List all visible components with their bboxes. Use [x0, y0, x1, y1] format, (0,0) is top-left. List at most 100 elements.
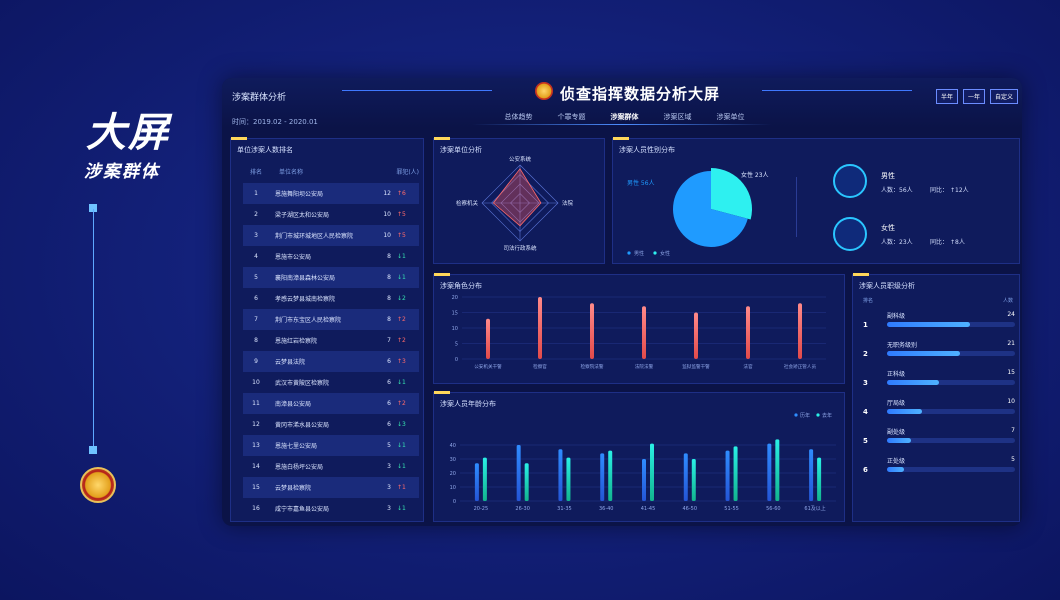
legend-female: 女性: [660, 250, 670, 257]
x-tick-label: 51-55: [724, 506, 739, 512]
table-row[interactable]: 13 恩施七里公安局 5 ↓1: [243, 435, 419, 456]
table-row[interactable]: 8 恩施红岩检察院 7 ↑2: [243, 330, 419, 351]
legend-male: 男性: [634, 250, 644, 257]
role-bar: [694, 312, 698, 359]
table-row[interactable]: 5 襄阳南漳县森林公安局 8 ↓1: [243, 267, 419, 288]
x-tick-label: 36-40: [599, 506, 614, 512]
tab-regions[interactable]: 涉案区域: [663, 113, 692, 121]
row-count: 7: [387, 337, 391, 344]
x-tick-label: 社会矫正管人员: [784, 363, 817, 370]
level-rank: 6: [863, 466, 868, 474]
tab-overall-trend[interactable]: 总体趋势: [504, 113, 533, 121]
table-row[interactable]: 15 云梦县检察院 3 ↑1: [243, 477, 419, 498]
age-bar-series-2: [650, 443, 654, 501]
row-count: 8: [387, 253, 391, 260]
table-row[interactable]: 10 武汉市黄陂区检察院 6 ↓1: [243, 372, 419, 393]
x-tick-label: 61及以上: [804, 505, 825, 512]
level-bar-fill: [887, 438, 912, 443]
level-title: 涉案人员职级分析: [859, 282, 915, 290]
role-bar: [746, 306, 750, 359]
table-row[interactable]: 2 梁子湖区太和公安局 10 ↑5: [243, 204, 419, 225]
role-bar: [486, 318, 490, 359]
level-head-rank: 排名: [863, 298, 874, 304]
male-yoy-text: 12人: [955, 187, 969, 194]
row-count: 3: [387, 463, 391, 470]
x-tick-label: 监狱监警干警: [682, 363, 710, 370]
level-name: 无职务级别: [887, 342, 918, 349]
half-year-button[interactable]: 半年: [935, 89, 958, 104]
tab-crime-topic[interactable]: 个罪专题: [557, 113, 586, 121]
role-bar: [538, 297, 542, 359]
y-tick-label: 15: [452, 311, 458, 317]
male-avatar-icon: [833, 164, 867, 198]
row-rank: 6: [254, 295, 258, 302]
table-row[interactable]: 6 孝感云梦县城南检察院 8 ↓2: [243, 288, 419, 309]
role-bar: [642, 306, 646, 359]
col-unit: 单位名称: [279, 169, 304, 176]
age-bar-series-2: [608, 450, 613, 501]
legend-male-marker: [627, 251, 631, 255]
row-unit: 荆门市城环城地区人民检察院: [275, 233, 354, 240]
legend-female-marker: [653, 251, 657, 255]
row-unit: 恩施红岩检察院: [275, 338, 318, 345]
tab-groups[interactable]: 涉案群体: [610, 113, 639, 121]
row-unit: 恩施白杨坪公安局: [275, 464, 324, 471]
row-change: ↑2: [397, 400, 406, 407]
age-bar-series-2: [566, 457, 571, 501]
age-bar-series-2: [733, 446, 738, 501]
row-rank: 10: [252, 379, 260, 386]
y-tick-label: 20: [450, 471, 456, 477]
female-label: 女性: [881, 224, 895, 232]
row-count: 8: [387, 274, 391, 281]
legend-series-2: 去年: [822, 412, 832, 419]
table-row[interactable]: 11 南漳县公安局 6 ↑2: [243, 393, 419, 414]
row-count: 6: [387, 379, 391, 386]
age-bar-series-1: [558, 449, 563, 501]
table-row[interactable]: 14 恩施白杨坪公安局 3 ↓1: [243, 456, 419, 477]
table-row[interactable]: 12 黄冈市浠水县公安局 6 ↓3: [243, 414, 419, 435]
level-head-count: 人数: [1002, 298, 1013, 304]
table-row[interactable]: 16 咸宁市嘉鱼县公安局 3 ↓1: [243, 498, 419, 519]
role-bar: [590, 303, 594, 359]
table-row[interactable]: 9 云梦县法院 6 ↑3: [243, 351, 419, 372]
row-count: 6: [387, 421, 391, 428]
row-unit: 黄冈市浠水县公安局: [275, 422, 330, 429]
level-rank: 2: [863, 350, 868, 358]
ranking-title: 单位涉案人数排名: [237, 146, 293, 154]
row-change: ↓1: [397, 253, 406, 260]
row-change-value: 1: [402, 505, 406, 512]
x-tick-label: 检察院法警: [581, 363, 604, 370]
custom-range-button[interactable]: 自定义: [989, 89, 1018, 104]
y-tick-label: 30: [450, 457, 456, 463]
level-name: 厅局级: [887, 400, 906, 407]
table-row[interactable]: 4 恩施市公安局 8 ↓1: [243, 246, 419, 267]
tab-units[interactable]: 涉案单位: [716, 113, 745, 121]
col-count: 罪犯(人): [396, 169, 419, 176]
row-unit: 恩施七里公安局: [275, 443, 318, 450]
table-row[interactable]: 7 荆门市东宝区人民检察院 8 ↑2: [243, 309, 419, 330]
header-deco-left: [342, 90, 492, 91]
male-yoy-label: 同比：: [930, 187, 949, 194]
table-row[interactable]: 3 荆门市城环城地区人民检察院 10 ↑5: [243, 225, 419, 246]
row-unit: 梁子湖区太和公安局: [275, 212, 330, 219]
row-rank: 13: [252, 442, 260, 449]
row-rank: 5: [254, 274, 258, 281]
row-rank: 16: [252, 505, 260, 512]
level-rank: 5: [863, 437, 868, 445]
row-rank: 8: [254, 337, 258, 344]
table-row[interactable]: 1 恩施舞阳坝公安局 12 ↑6: [243, 183, 419, 204]
radar-axis-label: 检察机关: [456, 199, 479, 207]
row-change-value: 3: [402, 421, 406, 428]
panel-accent: [434, 273, 450, 276]
row-change-value: 5: [402, 211, 406, 218]
row-rank: 7: [254, 316, 258, 323]
radar-area: [492, 168, 542, 227]
row-unit: 云梦县检察院: [275, 485, 312, 492]
row-rank: 4: [254, 253, 258, 260]
x-tick-label: 41-45: [641, 506, 656, 512]
role-title: 涉案角色分布: [440, 282, 482, 290]
one-year-button[interactable]: 一年: [962, 89, 985, 104]
row-unit: 武汉市黄陂区检察院: [275, 380, 330, 387]
row-change-value: 1: [402, 442, 406, 449]
gender-panel: 涉案人员性别分布 男性 56人 女性 23人 男性 女性 男性 人数：56人 同比： …: [612, 137, 1020, 264]
